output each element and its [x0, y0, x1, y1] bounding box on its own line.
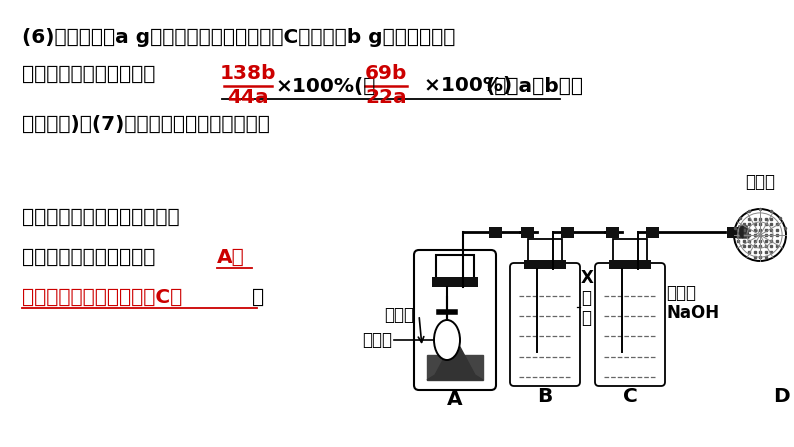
Text: 品中碳酸钾的质量分数为: 品中碳酸钾的质量分数为 — [22, 65, 156, 84]
Text: ×100%): ×100%) — [410, 76, 512, 96]
Text: A: A — [447, 390, 463, 409]
Text: D: D — [773, 387, 789, 406]
Text: 浓溶液: 浓溶液 — [666, 284, 696, 302]
FancyBboxPatch shape — [595, 263, 665, 386]
FancyBboxPatch shape — [510, 263, 580, 386]
Text: B: B — [538, 387, 553, 406]
Bar — [609, 260, 651, 269]
Bar — [561, 227, 573, 237]
FancyBboxPatch shape — [414, 250, 496, 390]
Text: 22a: 22a — [365, 88, 407, 107]
Bar — [524, 260, 566, 269]
Text: 44a: 44a — [227, 88, 269, 107]
Polygon shape — [427, 343, 483, 380]
Text: 草木灰: 草木灰 — [384, 306, 414, 324]
Text: NaOH: NaOH — [666, 304, 719, 322]
Polygon shape — [737, 226, 749, 238]
Bar — [528, 239, 562, 267]
Circle shape — [734, 209, 786, 261]
Text: 际含量，除了装置漏气的因素: 际含量，除了装置漏气的因素 — [22, 208, 179, 227]
Text: C: C — [622, 387, 638, 406]
Polygon shape — [740, 226, 743, 238]
Text: 试: 试 — [581, 309, 591, 327]
Text: 产生的气体没有全部进入C中: 产生的气体没有全部进入C中 — [22, 288, 183, 307]
Text: 数式表示)。(7)若实验测得的结果略小于实: 数式表示)。(7)若实验测得的结果略小于实 — [22, 115, 270, 134]
Text: (用含a和b的代: (用含a和b的代 — [485, 76, 583, 96]
Text: ×100%(或: ×100%(或 — [275, 76, 376, 96]
Bar — [488, 227, 502, 237]
Text: (6)实验时称取a g草木灰样品，反应后称得C装置增重b g，则草木灰样: (6)实验时称取a g草木灰样品，反应后称得C装置增重b g，则草木灰样 — [22, 28, 456, 47]
Text: A中: A中 — [217, 248, 245, 267]
Text: 138b: 138b — [220, 64, 276, 83]
Text: X: X — [581, 269, 594, 287]
Bar — [646, 227, 658, 237]
Bar — [436, 255, 474, 285]
Bar — [727, 227, 739, 237]
Bar — [432, 277, 478, 287]
Text: 稀硫酸: 稀硫酸 — [362, 331, 392, 349]
Text: 外，还可能存在的原因是: 外，还可能存在的原因是 — [22, 248, 156, 267]
Bar — [521, 227, 534, 237]
Text: 。: 。 — [252, 288, 264, 307]
Ellipse shape — [434, 320, 460, 360]
Text: 69b: 69b — [364, 64, 407, 83]
Text: 碱石灰: 碱石灰 — [745, 173, 775, 191]
Text: 剂: 剂 — [581, 289, 591, 307]
Bar — [613, 239, 647, 267]
Bar — [606, 227, 619, 237]
Polygon shape — [427, 355, 483, 380]
